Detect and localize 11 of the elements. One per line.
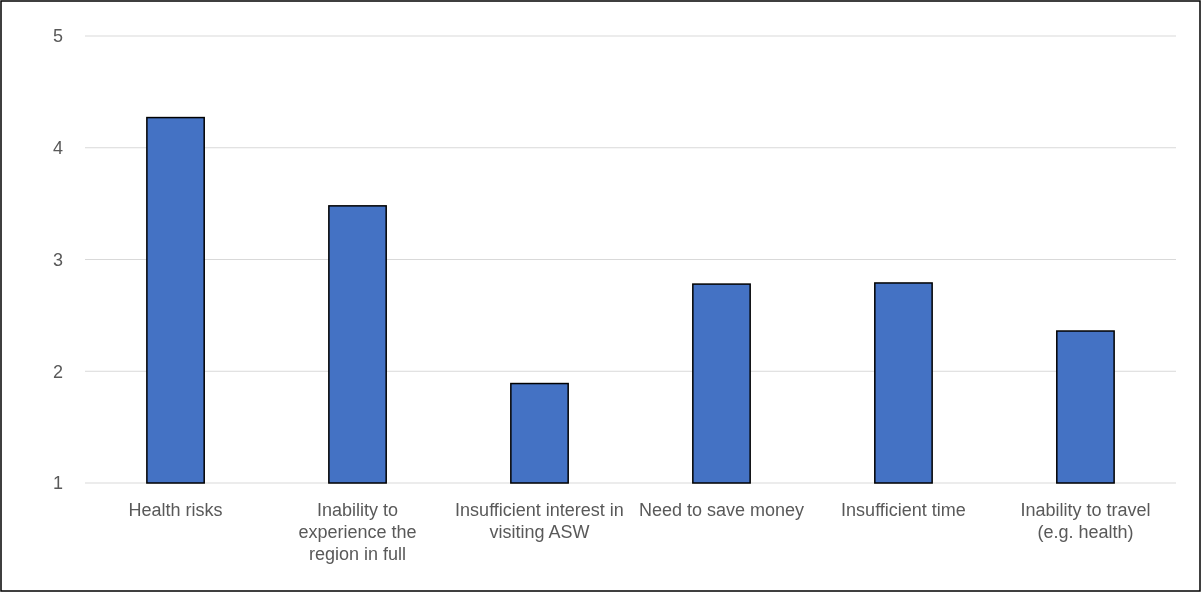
y-tick-label: 4	[52, 138, 63, 159]
x-tick-label: Inability to experience the region in full	[298, 500, 417, 564]
x-tick-label: Need to save money	[638, 500, 805, 520]
y-tick-label: 5	[52, 26, 63, 47]
y-tick-label: 1	[52, 473, 63, 494]
y-tick-label: 2	[52, 361, 63, 382]
y-tick-label: 3	[52, 249, 63, 270]
x-tick-label: Inability to travel (e.g. health)	[1020, 500, 1151, 542]
x-tick-label: Health risks	[128, 500, 223, 520]
x-tick-label: Insufficient time	[841, 500, 966, 520]
x-tick-label: Insufficient interest in visiting ASW	[455, 500, 624, 542]
